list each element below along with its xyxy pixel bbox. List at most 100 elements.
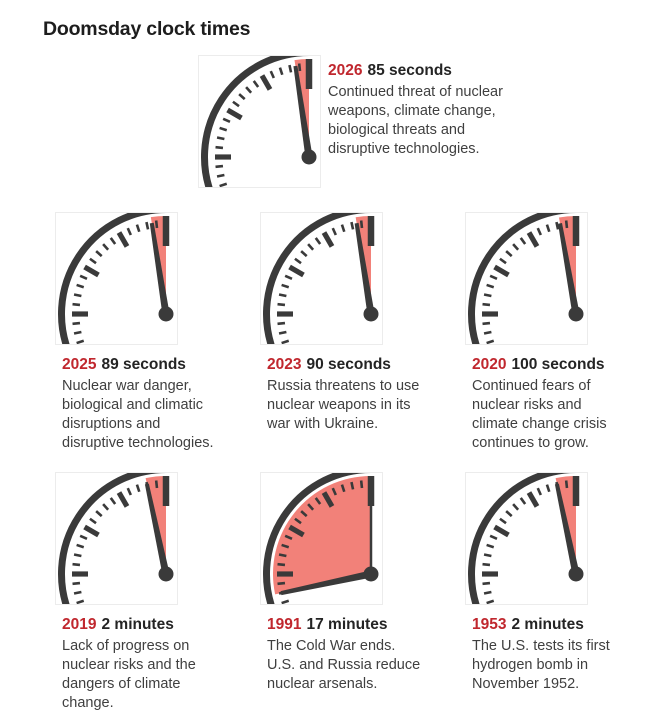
minute-tick — [483, 330, 492, 335]
caption-head: 1991 17 minutes — [267, 615, 462, 635]
minute-tick — [72, 321, 81, 326]
minute-tick — [486, 339, 495, 344]
clock-hub — [568, 306, 584, 322]
minute-tick — [95, 510, 103, 518]
clock-face-svg — [263, 473, 379, 604]
clock-face-svg — [263, 213, 379, 344]
minute-tick — [489, 274, 498, 281]
minute-tick — [277, 581, 286, 586]
minute-tick — [145, 221, 150, 230]
caption-time: 85 seconds — [367, 62, 452, 79]
minute-tick — [278, 293, 287, 298]
caption-description: Nuclear war danger, biological and clima… — [62, 378, 214, 451]
minute-tick — [73, 553, 82, 558]
minute-tick — [109, 237, 117, 245]
clock-hub — [301, 149, 317, 165]
clock-caption-1991: 1991 17 minutes The Cold War ends. U.S. a… — [267, 615, 462, 694]
clock-rim — [58, 213, 167, 344]
minute-tick — [76, 283, 85, 289]
minute-tick — [359, 480, 364, 489]
minute-tick — [314, 237, 322, 245]
five-minute-tick — [288, 524, 305, 538]
minute-tick — [505, 250, 513, 258]
minute-tick — [482, 562, 491, 567]
minute-tick — [277, 321, 286, 326]
caption-description: Russia threatens to use nuclear weapons … — [267, 378, 420, 432]
minute-tick — [281, 283, 290, 289]
five-minute-tick — [321, 491, 335, 508]
clock-face-svg — [468, 473, 584, 604]
clock-hand — [354, 222, 375, 315]
minute-tick — [278, 553, 287, 558]
doomsday-clock-2025 — [55, 212, 178, 345]
five-minute-tick — [321, 231, 335, 248]
caption-description: The Cold War ends. U.S. and Russia reduc… — [267, 638, 421, 692]
minute-tick — [109, 497, 117, 505]
minute-tick — [76, 339, 85, 344]
minute-tick — [79, 534, 88, 541]
minute-tick — [483, 553, 492, 558]
clock-face-svg — [201, 56, 317, 187]
minute-tick — [288, 64, 293, 73]
clock-face-svg — [58, 213, 174, 344]
caption-year: 2023 — [267, 356, 302, 373]
clock-rim — [263, 213, 372, 344]
caption-head: 1953 2 minutes — [472, 615, 648, 635]
clock-hub — [363, 306, 379, 322]
doomsday-clock-1953 — [465, 472, 588, 605]
caption-description: Continued fears of nuclear risks and cli… — [472, 378, 607, 451]
caption-head: 2023 90 seconds — [267, 355, 462, 375]
minute-tick — [222, 117, 231, 124]
five-minute-tick — [526, 491, 540, 508]
minute-tick — [483, 293, 492, 298]
minute-tick — [519, 237, 527, 245]
minute-tick — [281, 599, 290, 604]
caption-time: 2 minutes — [101, 616, 174, 633]
five-minute-tick — [83, 264, 100, 278]
minute-tick — [76, 543, 85, 549]
time-wedge — [272, 476, 371, 595]
minute-tick — [73, 293, 82, 298]
caption-head: 2025 89 seconds — [62, 355, 257, 375]
minute-tick — [297, 63, 302, 72]
clock-rim — [201, 56, 310, 187]
five-minute-tick — [259, 74, 273, 91]
minute-tick — [89, 257, 97, 265]
clock-hub — [158, 566, 174, 582]
minute-tick — [307, 503, 315, 511]
clock-caption-2026: 2026 85 seconds Continued threat of nucle… — [328, 61, 528, 159]
minute-tick — [154, 220, 159, 229]
minute-tick — [73, 330, 82, 335]
five-minute-tick — [493, 264, 510, 278]
minute-tick — [238, 93, 246, 101]
minute-tick — [555, 221, 560, 230]
minute-tick — [245, 86, 253, 94]
minute-tick — [331, 487, 338, 496]
minute-tick — [331, 227, 338, 236]
doomsday-clock-2023 — [260, 212, 383, 345]
minute-tick — [277, 562, 286, 567]
five-minute-tick — [288, 264, 305, 278]
minute-tick — [300, 250, 308, 258]
minute-tick — [340, 484, 346, 493]
doomsday-clock-1991 — [260, 472, 383, 605]
caption-description: Continued threat of nuclear weapons, cli… — [328, 84, 503, 157]
caption-time: 2 minutes — [511, 616, 584, 633]
caption-time: 17 minutes — [306, 616, 388, 633]
doomsday-clock-2026 — [198, 55, 321, 188]
caption-time: 100 seconds — [511, 356, 605, 373]
minute-tick — [486, 543, 495, 549]
caption-description: Lack of progress on nuclear risks and th… — [62, 638, 196, 711]
five-minute-tick — [226, 107, 243, 121]
minute-tick — [314, 497, 322, 505]
doomsday-clock-2020 — [465, 212, 588, 345]
clock-rim — [58, 473, 167, 604]
minute-tick — [340, 224, 346, 233]
doomsday-clock-2019 — [55, 472, 178, 605]
minute-tick — [482, 302, 491, 307]
five-minute-tick — [83, 524, 100, 538]
minute-tick — [545, 224, 551, 233]
caption-description: The U.S. tests its first hydrogen bomb i… — [472, 638, 610, 692]
caption-year: 2026 — [328, 62, 363, 79]
